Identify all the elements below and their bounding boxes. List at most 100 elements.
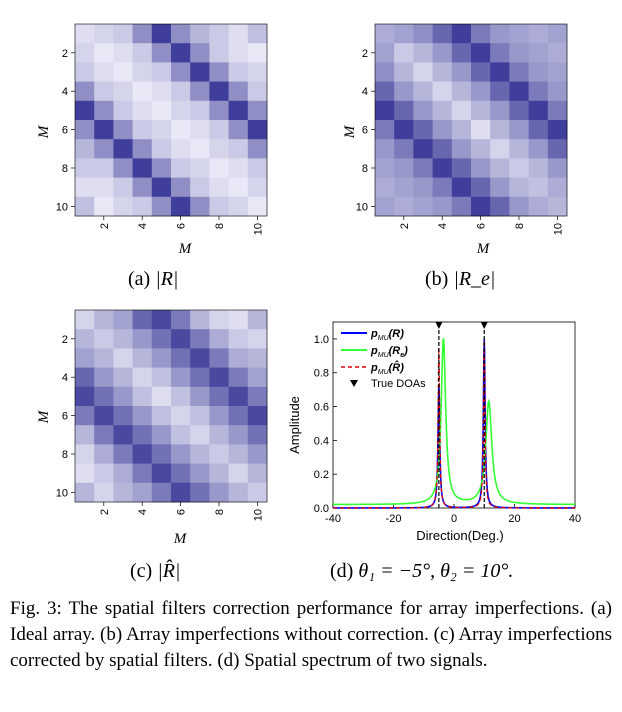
heatmap-cell: [490, 43, 510, 63]
heatmap-cell: [171, 196, 191, 217]
heatmap-cell: [132, 348, 153, 368]
heatmap-cell: [94, 425, 114, 445]
heatmap-cell: [75, 81, 95, 102]
heatmap-cell: [94, 139, 114, 159]
heatmap-cell: [94, 329, 114, 349]
heatmap-cell: [113, 310, 133, 330]
heatmap-cell: [471, 100, 491, 121]
heatmap-cell: [471, 196, 491, 217]
legend-label-doa: True DOAs: [371, 378, 426, 390]
x-tick-label: 10: [252, 509, 264, 521]
heatmap-cell: [209, 100, 229, 121]
chart-axes: -40 -20 0 20 40 0.0 0.2 0.4 0.6 0.8 1.0: [314, 321, 581, 525]
heatmap-cell: [228, 196, 249, 217]
y-tick-label: 0.0: [314, 503, 329, 515]
heatmap-cell: [432, 43, 453, 63]
heatmap-cell: [413, 139, 433, 159]
y-tick-label: 8: [62, 163, 68, 175]
heatmap-frame: [74, 23, 268, 217]
x-tick-label: 4: [437, 223, 449, 229]
x-tick-label: 20: [508, 513, 520, 525]
heatmap-cell: [228, 81, 249, 102]
y-tick-label: 0.6: [314, 402, 329, 414]
x-tick-label: 2: [99, 223, 111, 229]
heatmap-cell: [528, 43, 549, 63]
heatmap-cell: [394, 120, 414, 140]
heatmap-cell: [228, 463, 249, 484]
heatmap-cell: [490, 81, 510, 102]
heatmap-b: 2 4 6 8 10 2 4 6 8 10 M M: [342, 23, 568, 257]
heatmap-cell: [547, 120, 568, 140]
heatmap-cell: [247, 386, 268, 407]
heatmap-cell: [132, 81, 153, 102]
heatmap-cell: [432, 100, 453, 121]
heatmap-cell: [209, 310, 229, 330]
heatmap-cell: [413, 62, 433, 82]
x-tick-label: -20: [386, 513, 402, 525]
y-tick-label: 8: [362, 163, 368, 175]
heatmap-cell: [171, 177, 191, 198]
heatmap-cell: [209, 24, 229, 44]
heatmap-cell: [113, 348, 133, 368]
heatmap-cell: [113, 100, 133, 121]
heatmap-cell: [228, 24, 249, 44]
heatmap-cells: [74, 309, 268, 503]
heatmap-cell: [75, 196, 95, 217]
heatmap-cell: [509, 43, 529, 63]
heatmap-cell: [171, 367, 191, 388]
heatmap-cell: [471, 139, 491, 159]
heatmap-cell: [209, 463, 229, 484]
heatmap-cell: [432, 177, 453, 198]
heatmap-cell: [228, 367, 249, 388]
heatmap-cell: [209, 425, 229, 445]
heatmap-cell: [375, 196, 395, 217]
heatmap-cell: [451, 100, 472, 121]
heatmap-cell: [113, 139, 133, 159]
heatmap-cell: [190, 24, 210, 44]
heatmap-cell: [509, 100, 529, 121]
heatmap-cell: [413, 43, 433, 63]
heatmap-cell: [190, 100, 210, 121]
heatmap-cell: [94, 463, 114, 484]
heatmap-cell: [132, 24, 153, 44]
heatmap-cell: [94, 444, 114, 464]
heatmap-cell: [209, 139, 229, 159]
heatmap-cell: [151, 43, 172, 63]
plot-frame: [332, 321, 576, 509]
heatmap-cell: [151, 329, 172, 349]
heatmap-cell: [451, 81, 472, 102]
heatmap-cell: [209, 482, 229, 503]
heatmap-cell: [132, 310, 153, 330]
heatmap-cell: [190, 386, 210, 407]
x-tick-label: 6: [176, 223, 188, 229]
heatmap-cell: [94, 62, 114, 82]
heatmap-cell: [151, 482, 172, 503]
subcaption-a: (a) |R|: [128, 268, 179, 290]
heatmap-cell: [547, 62, 568, 82]
heatmap-cell: [113, 367, 133, 388]
heatmap-cell: [228, 177, 249, 198]
heatmap-cell: [451, 158, 472, 178]
heatmap-cell: [132, 177, 153, 198]
heatmap-cell: [547, 139, 568, 159]
heatmap-cell: [171, 386, 191, 407]
heatmap-cell: [132, 196, 153, 217]
y-tick-label: 10: [356, 201, 368, 213]
heatmap-cell: [509, 81, 529, 102]
heatmap-cell: [247, 139, 268, 159]
heatmap-cell: [113, 482, 133, 503]
heatmap-cell: [432, 158, 453, 178]
x-tick-label: -40: [325, 513, 341, 525]
heatmap-cell: [547, 100, 568, 121]
heatmap-cell: [94, 482, 114, 503]
heatmap-cell: [171, 406, 191, 426]
heatmap-cell: [209, 158, 229, 178]
heatmap-cell: [113, 329, 133, 349]
heatmap-frame: [74, 309, 268, 503]
heatmap-cell: [132, 100, 153, 121]
heatmap-cell: [528, 177, 549, 198]
heatmap-cell: [113, 62, 133, 82]
heatmap-cell: [394, 24, 414, 44]
heatmap-cell: [528, 139, 549, 159]
y-tick-label: 2: [62, 48, 68, 60]
